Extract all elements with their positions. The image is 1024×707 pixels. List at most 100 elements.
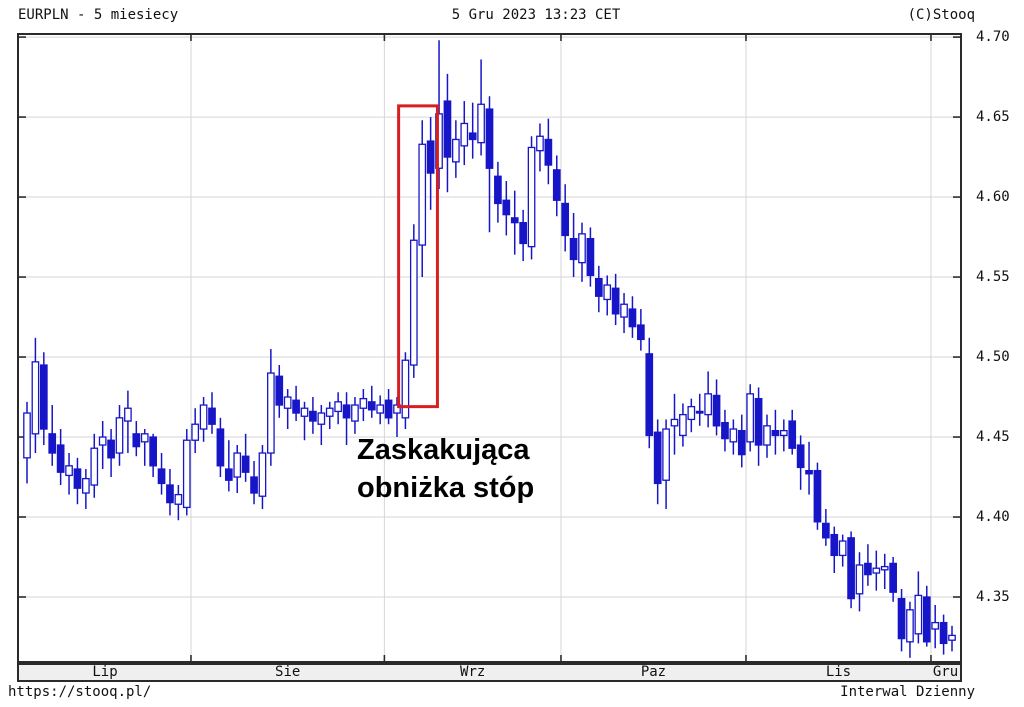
- candle-76: [662, 419, 670, 510]
- candle-51: [452, 120, 460, 178]
- candle-49: [435, 40, 443, 190]
- y-tick-label: 4.50: [976, 349, 1010, 366]
- chart-datetime: 5 Gru 2023 13:23 CET: [451, 7, 621, 23]
- candle-65: [569, 213, 578, 278]
- candle-5: [65, 453, 73, 495]
- candle-11: [115, 405, 124, 466]
- candle-99: [855, 552, 864, 612]
- candlestick-chart: [19, 35, 960, 661]
- candle-89: [771, 409, 780, 455]
- candle-96: [830, 526, 839, 574]
- candle-66: [578, 222, 586, 282]
- candle-25: [233, 445, 242, 494]
- copyright-label: (C)Stooq: [907, 7, 975, 23]
- candle-78: [679, 403, 687, 447]
- x-axis-label-Gru: Gru: [932, 664, 959, 680]
- candle-72: [628, 296, 637, 338]
- candle-63: [552, 155, 561, 217]
- candle-47: [418, 120, 427, 278]
- candle-6: [73, 457, 82, 505]
- x-axis-label-Wrz: Wrz: [460, 664, 486, 680]
- candle-34: [309, 397, 317, 434]
- candle-31: [283, 389, 292, 430]
- x-axis-month-strip: Lip Sie Wrz Paz Lis Gru: [17, 663, 962, 682]
- candle-88: [763, 414, 771, 458]
- candle-80: [695, 393, 704, 426]
- candle-79: [687, 398, 696, 433]
- candle-106: [914, 571, 923, 644]
- candle-103: [889, 557, 897, 602]
- candle-102: [880, 553, 889, 590]
- candle-14: [140, 429, 149, 466]
- candle-109: [939, 614, 948, 655]
- candle-97: [838, 534, 847, 567]
- candle-57: [502, 181, 511, 236]
- candle-16: [157, 453, 166, 495]
- candle-0: [23, 401, 31, 484]
- candle-4: [56, 429, 65, 486]
- candle-19: [182, 429, 191, 516]
- candle-1: [31, 337, 40, 454]
- annotation-line-1: Zaskakująca: [357, 434, 530, 466]
- interval-label: Interwal Dzienny: [840, 684, 975, 700]
- candle-28: [258, 445, 267, 510]
- candle-56: [494, 161, 502, 223]
- y-tick-label: 4.65: [976, 109, 1010, 126]
- y-tick-label: 4.35: [976, 589, 1010, 605]
- candle-32: [292, 385, 300, 422]
- highlight-box: [397, 104, 439, 409]
- candle-81: [704, 371, 712, 428]
- candle-61: [536, 123, 544, 172]
- candle-54: [477, 59, 485, 156]
- candle-59: [519, 209, 527, 262]
- candle-22: [208, 392, 216, 434]
- candle-23: [216, 417, 225, 478]
- candle-26: [241, 433, 250, 482]
- candle-45: [401, 352, 410, 430]
- candle-24: [224, 440, 233, 492]
- candle-9: [98, 421, 107, 470]
- candle-40: [359, 389, 368, 422]
- candle-93: [805, 441, 813, 495]
- candle-17: [166, 469, 174, 516]
- candle-3: [48, 405, 57, 466]
- candle-92: [796, 435, 805, 490]
- x-axis-label-Paz: Paz: [640, 664, 667, 680]
- candle-107: [922, 585, 931, 647]
- candle-58: [510, 190, 519, 255]
- candle-95: [822, 509, 830, 546]
- candle-67: [586, 227, 595, 287]
- x-axis-label-Lip: Lip: [92, 664, 118, 680]
- candle-29: [267, 349, 275, 466]
- candle-15: [149, 433, 157, 478]
- candle-55: [485, 96, 494, 233]
- candle-110: [948, 625, 956, 652]
- source-url-link[interactable]: https://stooq.pl/: [8, 684, 152, 700]
- candle-100: [864, 544, 872, 586]
- candle-44: [393, 397, 401, 438]
- candle-75: [653, 419, 662, 505]
- candle-83: [721, 409, 729, 452]
- gridlines: [19, 35, 960, 661]
- x-axis-label-Lis: Lis: [825, 664, 852, 680]
- candle-35: [317, 405, 326, 446]
- candle-36: [325, 401, 334, 430]
- y-tick-label: 4.60: [976, 189, 1010, 206]
- candle-60: [527, 136, 536, 260]
- candle-87: [754, 387, 763, 466]
- candle-27: [250, 461, 258, 505]
- candle-39: [351, 397, 359, 434]
- candle-85: [737, 414, 746, 468]
- y-tick-label: 4.55: [976, 269, 1010, 286]
- candle-90: [779, 419, 788, 452]
- annotation-line-2: obniżka stóp: [357, 472, 535, 504]
- candle-86: [746, 384, 755, 452]
- candle-13: [132, 421, 141, 457]
- candle-43: [384, 389, 393, 425]
- candle-42: [376, 395, 385, 425]
- y-tick-label: 4.70: [976, 29, 1010, 46]
- candlestick-plot-area: [17, 33, 962, 663]
- candle-37: [334, 392, 342, 425]
- y-tick-label: 4.45: [976, 429, 1010, 446]
